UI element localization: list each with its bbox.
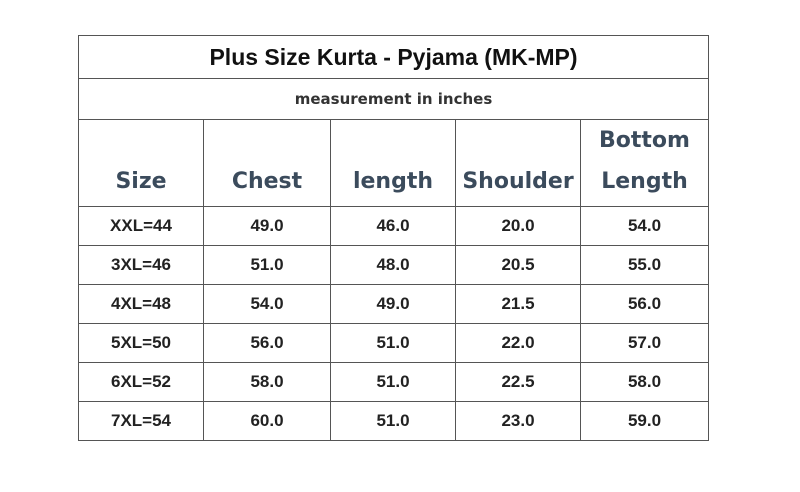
data-cell: 55.0 [579, 245, 710, 285]
header-cell: Bottom Length [579, 119, 710, 207]
data-cell: 56.0 [579, 284, 710, 324]
data-cell: 56.0 [203, 323, 331, 363]
data-row: 4XL=48 54.0 49.0 21.5 56.0 [78, 284, 710, 324]
data-cell: 54.0 [579, 206, 710, 246]
data-cell: 7XL=54 [78, 401, 204, 441]
data-cell: 57.0 [579, 323, 710, 363]
data-cell: 5XL=50 [78, 323, 204, 363]
table-body: Plus Size Kurta - Pyjama (MK-MP) measure… [77, 35, 710, 441]
header-row: Size Chest length Shoulder Bottom Length [78, 119, 710, 207]
data-cell: 58.0 [203, 362, 331, 402]
table-title: Plus Size Kurta - Pyjama (MK-MP) [77, 35, 710, 79]
data-cell: 54.0 [203, 284, 331, 324]
header-cell: Shoulder [455, 119, 581, 207]
data-cell: 49.0 [330, 284, 456, 324]
data-cell: 51.0 [330, 401, 456, 441]
data-cell: 48.0 [330, 245, 456, 285]
table-subtitle: measurement in inches [77, 78, 710, 120]
data-cell: 22.0 [455, 323, 581, 363]
data-cell: 60.0 [203, 401, 331, 441]
data-cell: 21.5 [455, 284, 581, 324]
data-cell: XXL=44 [78, 206, 204, 246]
data-cell: 51.0 [203, 245, 331, 285]
data-cell: 58.0 [579, 362, 710, 402]
data-cell: 46.0 [330, 206, 456, 246]
data-row: 6XL=52 58.0 51.0 22.5 58.0 [78, 362, 710, 402]
header-cell: Chest [203, 119, 331, 207]
data-cell: 4XL=48 [78, 284, 204, 324]
data-cell: 6XL=52 [78, 362, 204, 402]
data-row: 5XL=50 56.0 51.0 22.0 57.0 [78, 323, 710, 363]
data-cell: 20.0 [455, 206, 581, 246]
header-cell: length [330, 119, 456, 207]
data-cell: 23.0 [455, 401, 581, 441]
header-cell: Size [78, 119, 204, 207]
data-cell: 22.5 [455, 362, 581, 402]
data-row: 3XL=46 51.0 48.0 20.5 55.0 [78, 245, 710, 285]
data-row: XXL=44 49.0 46.0 20.0 54.0 [78, 206, 710, 246]
data-cell: 59.0 [579, 401, 710, 441]
size-chart: Plus Size Kurta - Pyjama (MK-MP) measure… [77, 35, 710, 441]
data-cell: 49.0 [203, 206, 331, 246]
data-cell: 51.0 [330, 362, 456, 402]
data-row: 7XL=54 60.0 51.0 23.0 59.0 [78, 401, 710, 441]
data-cell: 51.0 [330, 323, 456, 363]
data-cell: 3XL=46 [78, 245, 204, 285]
data-cell: 20.5 [455, 245, 581, 285]
